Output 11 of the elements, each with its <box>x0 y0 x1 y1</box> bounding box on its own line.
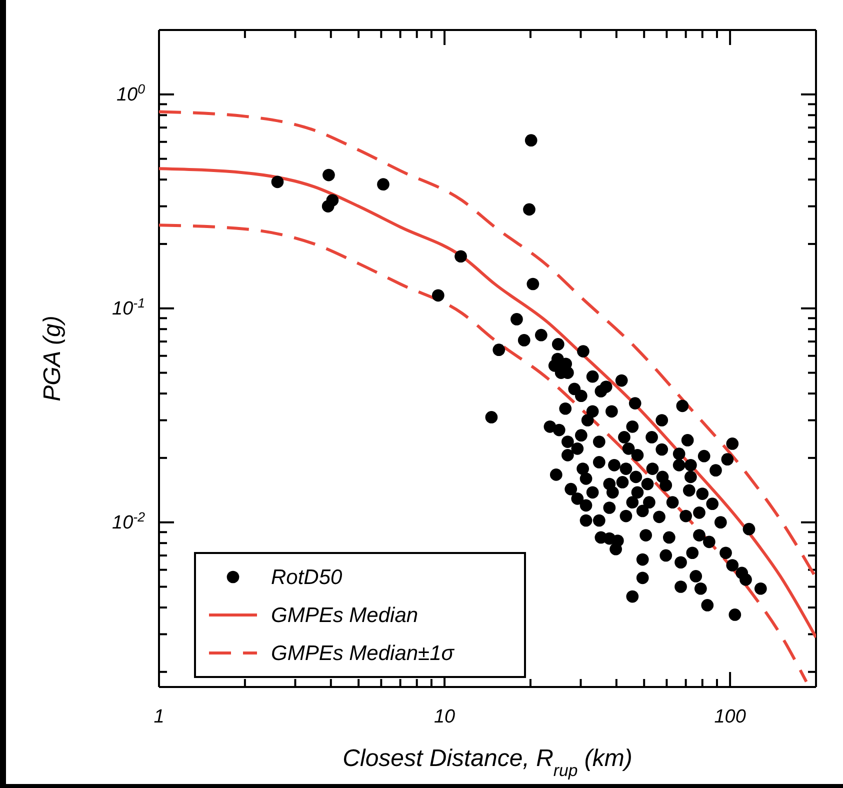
legend-label: RotD50 <box>271 566 343 589</box>
y-tick-label: 10$^{0}$ <box>116 80 146 106</box>
x-axis-title: Closest Distance, R$_{rup}$ (km) <box>342 745 632 780</box>
y-tick-label: 10$^{-2}$ <box>112 508 146 534</box>
legend-label: GMPEs Median <box>271 604 418 627</box>
x-tick-label: 10 <box>434 706 456 728</box>
legend-label: GMPEs Median±1σ <box>271 642 456 665</box>
y-axis-title: PGA (g) <box>39 316 66 402</box>
x-tick-label: 100 <box>714 706 746 728</box>
y-tick-label: 10$^{-1}$ <box>112 294 145 320</box>
x-tick-label: 1 <box>154 706 164 728</box>
